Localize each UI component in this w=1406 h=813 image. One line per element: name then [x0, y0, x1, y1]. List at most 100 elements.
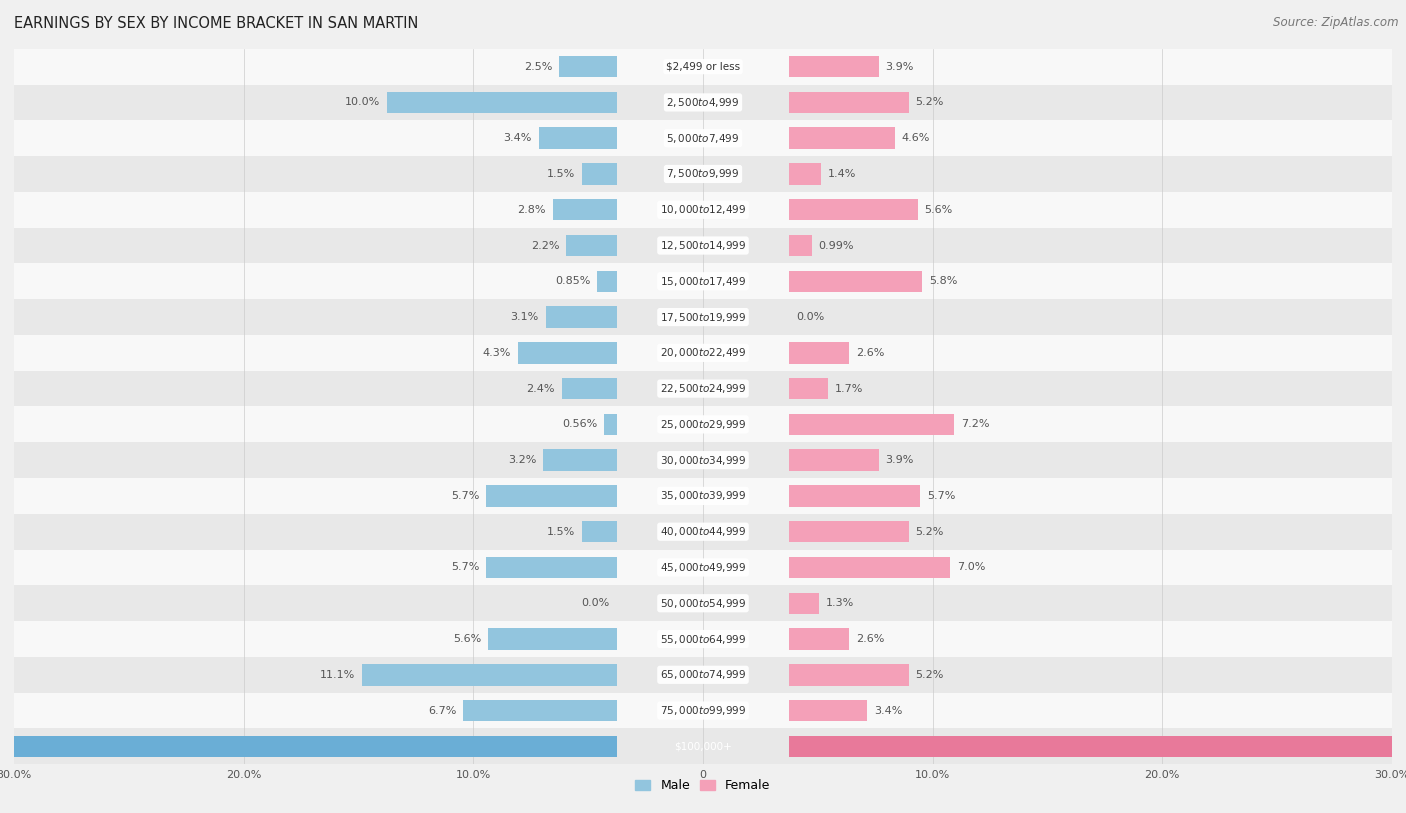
Text: 2.2%: 2.2% — [531, 241, 560, 250]
Bar — [14, 299, 1392, 335]
Bar — [789, 450, 879, 471]
Bar — [789, 342, 849, 363]
Text: 2.8%: 2.8% — [517, 205, 546, 215]
Bar — [14, 693, 1392, 728]
Text: 1.7%: 1.7% — [835, 384, 863, 393]
Bar — [582, 163, 617, 185]
Text: 1.5%: 1.5% — [547, 527, 575, 537]
Text: $17,500 to $19,999: $17,500 to $19,999 — [659, 311, 747, 324]
Text: 7.2%: 7.2% — [962, 420, 990, 429]
Bar — [789, 128, 894, 149]
Text: 2.4%: 2.4% — [526, 384, 555, 393]
Text: 5.2%: 5.2% — [915, 98, 943, 107]
Bar — [519, 342, 617, 363]
Text: 4.6%: 4.6% — [901, 133, 929, 143]
Text: 0.85%: 0.85% — [555, 276, 591, 286]
Bar — [14, 621, 1392, 657]
Text: 4.3%: 4.3% — [482, 348, 512, 358]
Text: $15,000 to $17,499: $15,000 to $17,499 — [659, 275, 747, 288]
Bar — [14, 156, 1392, 192]
Bar — [789, 199, 918, 220]
Bar — [14, 120, 1392, 156]
Text: 2.6%: 2.6% — [856, 634, 884, 644]
Bar — [789, 521, 908, 542]
Bar — [543, 450, 617, 471]
Text: 7.0%: 7.0% — [956, 563, 986, 572]
Bar — [14, 550, 1392, 585]
Text: 2.6%: 2.6% — [856, 348, 884, 358]
Text: $10,000 to $12,499: $10,000 to $12,499 — [659, 203, 747, 216]
Bar — [789, 736, 1405, 757]
Bar — [789, 664, 908, 685]
Text: Source: ZipAtlas.com: Source: ZipAtlas.com — [1274, 16, 1399, 29]
Text: 0.0%: 0.0% — [582, 598, 610, 608]
Text: $65,000 to $74,999: $65,000 to $74,999 — [659, 668, 747, 681]
Bar — [582, 521, 617, 542]
Bar — [14, 335, 1392, 371]
Text: $22,500 to $24,999: $22,500 to $24,999 — [659, 382, 747, 395]
Text: $40,000 to $44,999: $40,000 to $44,999 — [659, 525, 747, 538]
Bar — [14, 263, 1392, 299]
Bar — [486, 557, 617, 578]
Bar — [560, 56, 617, 77]
Legend: Male, Female: Male, Female — [630, 774, 776, 798]
Text: $12,500 to $14,999: $12,500 to $14,999 — [659, 239, 747, 252]
Bar — [488, 628, 617, 650]
Bar — [387, 92, 617, 113]
Text: 5.7%: 5.7% — [451, 563, 479, 572]
Bar — [562, 378, 617, 399]
Bar — [14, 514, 1392, 550]
Bar — [361, 664, 617, 685]
Bar — [789, 593, 818, 614]
Text: $2,499 or less: $2,499 or less — [666, 62, 740, 72]
Bar — [789, 557, 950, 578]
Text: $5,000 to $7,499: $5,000 to $7,499 — [666, 132, 740, 145]
Text: 5.6%: 5.6% — [925, 205, 953, 215]
Text: $20,000 to $22,499: $20,000 to $22,499 — [659, 346, 747, 359]
Bar — [789, 163, 821, 185]
Bar — [14, 228, 1392, 263]
Text: 3.2%: 3.2% — [508, 455, 537, 465]
Bar — [14, 442, 1392, 478]
Bar — [14, 657, 1392, 693]
Text: 0.56%: 0.56% — [562, 420, 598, 429]
Text: 1.5%: 1.5% — [547, 169, 575, 179]
Text: $2,500 to $4,999: $2,500 to $4,999 — [666, 96, 740, 109]
Text: 5.7%: 5.7% — [927, 491, 955, 501]
Text: 0.99%: 0.99% — [818, 241, 855, 250]
Text: 3.9%: 3.9% — [886, 62, 914, 72]
Bar — [567, 235, 617, 256]
Text: 6.7%: 6.7% — [427, 706, 456, 715]
Text: $7,500 to $9,999: $7,500 to $9,999 — [666, 167, 740, 180]
Bar — [14, 49, 1392, 85]
Bar — [14, 371, 1392, 406]
Text: 5.8%: 5.8% — [929, 276, 957, 286]
Bar — [789, 485, 920, 506]
Bar — [0, 736, 617, 757]
Text: 3.9%: 3.9% — [886, 455, 914, 465]
Text: $25,000 to $29,999: $25,000 to $29,999 — [659, 418, 747, 431]
Text: 11.1%: 11.1% — [319, 670, 356, 680]
Bar — [605, 414, 617, 435]
Text: 5.2%: 5.2% — [915, 670, 943, 680]
Text: 5.6%: 5.6% — [453, 634, 481, 644]
Text: $35,000 to $39,999: $35,000 to $39,999 — [659, 489, 747, 502]
Bar — [14, 85, 1392, 120]
Text: 0.0%: 0.0% — [796, 312, 824, 322]
Text: EARNINGS BY SEX BY INCOME BRACKET IN SAN MARTIN: EARNINGS BY SEX BY INCOME BRACKET IN SAN… — [14, 16, 419, 31]
Text: 3.1%: 3.1% — [510, 312, 538, 322]
Bar — [463, 700, 617, 721]
Bar — [789, 378, 828, 399]
Text: $30,000 to $34,999: $30,000 to $34,999 — [659, 454, 747, 467]
Text: $100,000+: $100,000+ — [673, 741, 733, 751]
Bar — [14, 478, 1392, 514]
Text: 10.0%: 10.0% — [344, 98, 381, 107]
Bar — [789, 235, 811, 256]
Bar — [789, 92, 908, 113]
Text: $55,000 to $64,999: $55,000 to $64,999 — [659, 633, 747, 646]
Text: 1.4%: 1.4% — [828, 169, 856, 179]
Text: 3.4%: 3.4% — [503, 133, 531, 143]
Bar — [553, 199, 617, 220]
Text: $75,000 to $99,999: $75,000 to $99,999 — [659, 704, 747, 717]
Text: 2.5%: 2.5% — [524, 62, 553, 72]
